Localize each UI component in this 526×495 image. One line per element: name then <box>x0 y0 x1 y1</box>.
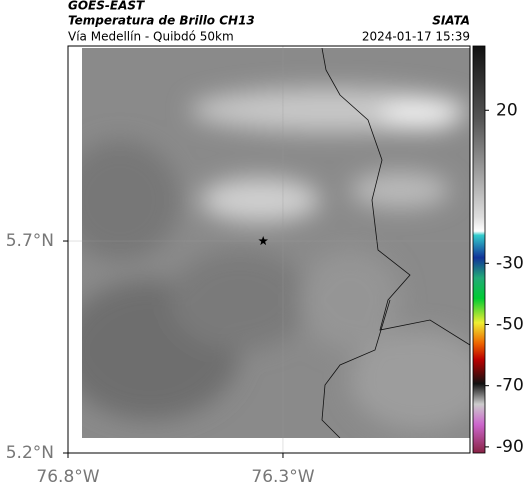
colorbar-tick-label: -90 <box>496 437 524 457</box>
x-tick-label: 76.8°W <box>36 467 99 487</box>
y-tick-label: 5.7°N <box>6 231 54 251</box>
map-frame <box>67 45 471 454</box>
border <box>321 48 470 438</box>
source: GOES-EAST <box>68 0 145 13</box>
colorbar-tick-label: -50 <box>496 314 524 334</box>
agency: SIATA <box>432 14 470 28</box>
y-tick-label: 5.2°N <box>6 443 54 463</box>
station-marker <box>258 236 268 246</box>
x-tick-label: 76.3°W <box>251 467 314 487</box>
header: GOES-EAST Temperatura de Brillo CH13 Vía… <box>68 0 470 44</box>
product: Temperatura de Brillo CH13 <box>68 14 255 28</box>
colorbar-tick-label: -30 <box>496 253 524 273</box>
colorbar <box>472 45 486 454</box>
route: Vía Medellín - Quibdó 50km <box>68 30 234 44</box>
timestamp: 2024-01-17 15:39 <box>362 30 470 44</box>
colorbar-tick-label: 20 <box>496 100 518 120</box>
satellite-image <box>82 48 470 438</box>
colorbar-tick-label: -70 <box>496 376 524 396</box>
